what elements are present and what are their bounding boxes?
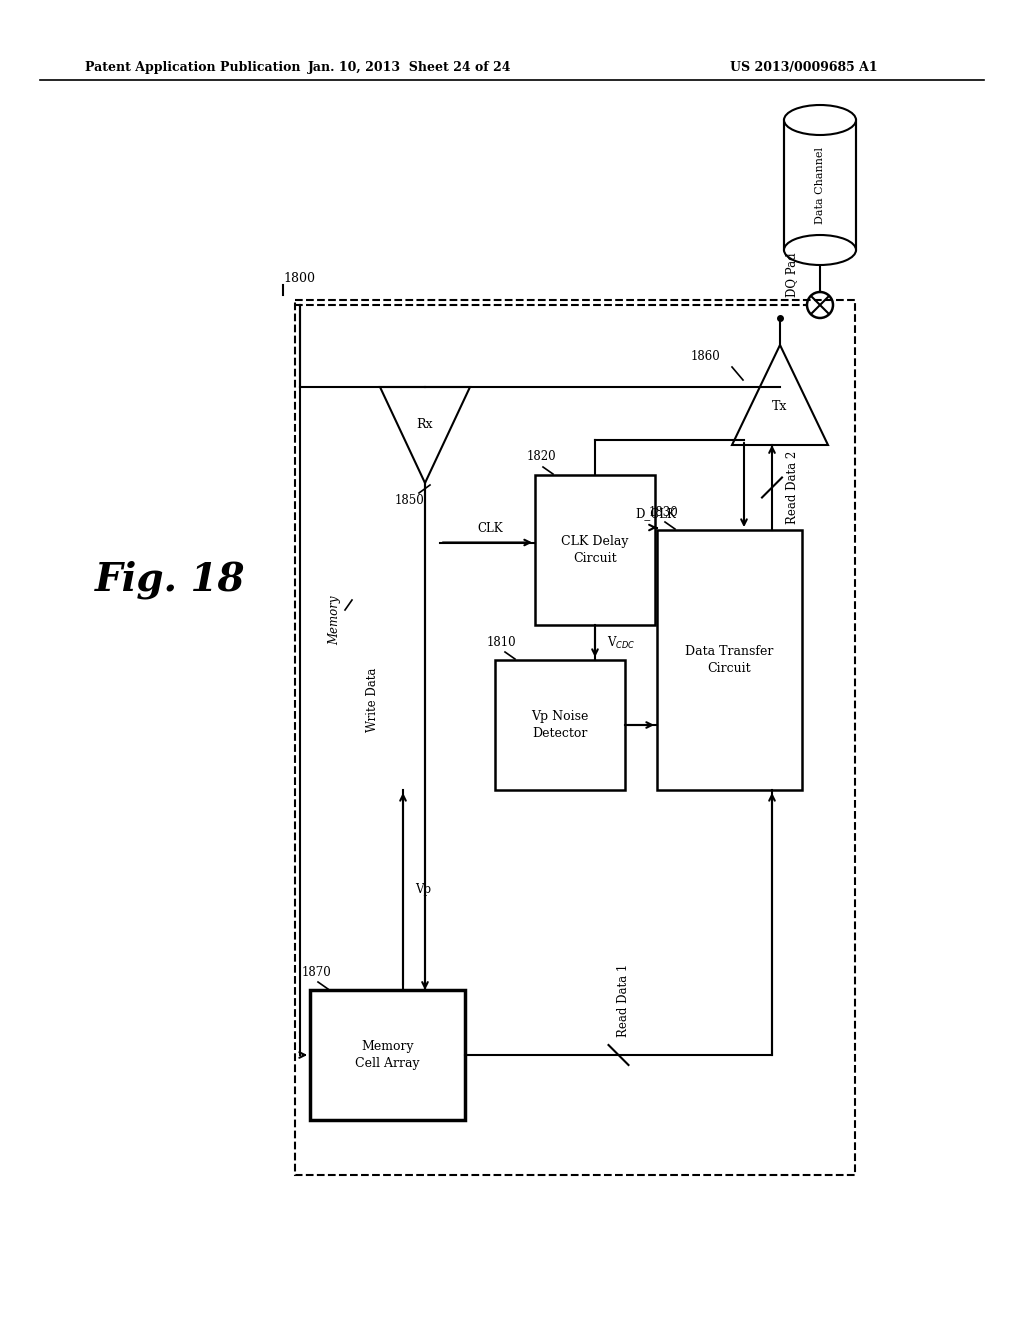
Bar: [535, 475, 655, 624]
Text: 1860: 1860: [690, 351, 720, 363]
Bar: [784, 120, 856, 249]
Text: DQ Pad: DQ Pad: [785, 252, 798, 297]
Text: 1850: 1850: [395, 495, 425, 507]
Bar: [295, 300, 855, 1175]
Ellipse shape: [784, 106, 856, 135]
Text: Memory
Cell Array: Memory Cell Array: [355, 1040, 420, 1071]
Text: CLK Delay
Circuit: CLK Delay Circuit: [561, 535, 629, 565]
Text: US 2013/0009685 A1: US 2013/0009685 A1: [730, 62, 878, 74]
Text: Tx: Tx: [772, 400, 787, 413]
Text: D_CLK: D_CLK: [636, 507, 677, 520]
Text: Rx: Rx: [417, 418, 433, 432]
Ellipse shape: [784, 235, 856, 265]
Text: Data Channel: Data Channel: [815, 147, 825, 223]
Text: Fig. 18: Fig. 18: [95, 561, 246, 599]
Text: Read Data 2: Read Data 2: [786, 451, 799, 524]
Text: Vp: Vp: [415, 883, 431, 896]
Text: Memory: Memory: [329, 595, 341, 644]
Bar: [657, 531, 802, 789]
Text: Patent Application Publication: Patent Application Publication: [85, 62, 300, 74]
Text: 1830: 1830: [649, 506, 679, 519]
Text: 1820: 1820: [527, 450, 557, 463]
Text: Jan. 10, 2013  Sheet 24 of 24: Jan. 10, 2013 Sheet 24 of 24: [308, 62, 512, 74]
Text: 1800: 1800: [283, 272, 315, 285]
Text: Read Data 1: Read Data 1: [617, 964, 630, 1038]
Text: V$_{CDC}$: V$_{CDC}$: [607, 635, 636, 651]
Text: Write Data: Write Data: [367, 668, 380, 733]
Bar: [495, 660, 625, 789]
Text: Vp Noise
Detector: Vp Noise Detector: [531, 710, 589, 741]
Text: CLK: CLK: [477, 521, 503, 535]
Text: Data Transfer
Circuit: Data Transfer Circuit: [685, 645, 774, 675]
Bar: [310, 990, 465, 1119]
Text: 1810: 1810: [487, 635, 517, 648]
Text: 1870: 1870: [302, 965, 332, 978]
